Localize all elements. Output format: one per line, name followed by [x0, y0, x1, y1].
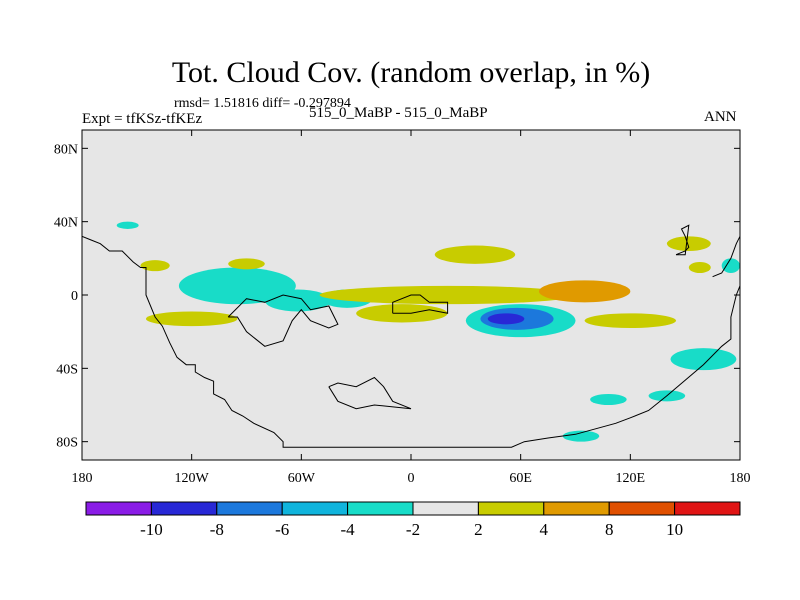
contour-east-pacific-positive	[140, 260, 170, 272]
coastline-0	[82, 235, 740, 448]
contour-eq-band-positive	[319, 285, 576, 305]
colorbar-label: 2	[474, 520, 483, 539]
colorbar-label: 8	[605, 520, 614, 539]
x-tick-label: 120E	[616, 471, 646, 486]
contour-west-pacific-positive-2	[688, 262, 711, 273]
stats-text: rmsd= 1.51816 diff= -0.297894	[174, 96, 351, 111]
x-tick-label: 120W	[175, 471, 210, 486]
y-tick-label: 80S	[56, 436, 78, 451]
chart-title: Tot. Cloud Cov. (random overlap, in %)	[171, 56, 651, 89]
colorbar-label: -10	[140, 520, 163, 539]
contour-indian-ocean-positive	[584, 313, 677, 328]
experiment-label: Expt = tfKSz-tfKEz	[82, 111, 203, 127]
contour-sw-pacific-negative	[670, 348, 737, 371]
colorbar-label: 10	[666, 520, 683, 539]
x-tick-label: 180	[730, 471, 751, 486]
colorbar-label: -8	[210, 520, 224, 539]
x-tick-label: 0	[408, 471, 415, 486]
colorbar-label: 4	[540, 520, 549, 539]
x-tick-label: 60W	[288, 471, 316, 486]
season-label: ANN	[704, 109, 737, 125]
colorbar-box	[281, 501, 349, 516]
coastline-5	[712, 236, 740, 278]
coastline-1	[227, 294, 339, 347]
coastline-layer	[82, 224, 740, 448]
colorbar-box	[543, 501, 610, 516]
x-tick-label: 60E	[509, 471, 532, 486]
contour-east-pacific-negative-tail	[264, 289, 331, 312]
colorbar-box	[347, 501, 414, 516]
colorbar-box	[608, 501, 676, 516]
contour-arabian-positive	[538, 280, 631, 303]
y-tick-label: 40N	[54, 216, 78, 231]
contour-south-ocean-negative	[590, 394, 627, 405]
contour-north-atlantic-positive	[434, 245, 516, 264]
contour-eq-south-positive	[145, 311, 238, 327]
y-tick-label: 80N	[54, 142, 78, 157]
colorbar-box	[674, 501, 741, 516]
contour-east-pacific-negative	[178, 267, 296, 305]
contour-west-pacific-negative	[721, 258, 740, 273]
colorbar-box	[412, 501, 479, 516]
colorbar-box	[85, 501, 152, 516]
coastline-4	[675, 224, 690, 256]
colorbar-box	[216, 501, 283, 516]
contour-antarctic-negative	[562, 430, 600, 442]
colorbar-box	[150, 501, 218, 516]
colorbar: -10 -8 -6 -4 -2 2 4 8 10	[85, 501, 741, 539]
colorbar-label: -6	[275, 520, 289, 539]
colorbar-label: -2	[406, 520, 420, 539]
colorbar-label: -4	[341, 520, 356, 539]
contour-mid-pacific-positive	[228, 258, 265, 270]
contour-west-pacific-positive	[666, 236, 711, 252]
y-tick-label: 0	[71, 289, 78, 304]
coastline-3	[328, 376, 412, 410]
y-tick-label: 40S	[56, 362, 78, 377]
axis-ticks: 180 120W 60W 0 60E 120E 180 80N 40N 0 40S 80S	[54, 130, 751, 486]
case-label: 515_0_MaBP - 515_0_MaBP	[309, 105, 488, 121]
colorbar-box	[477, 501, 545, 516]
contour-nw-pacific-negative	[116, 221, 139, 229]
x-tick-label: 180	[72, 471, 93, 486]
coastline-2	[392, 294, 449, 314]
contour-fill-layer	[116, 221, 740, 442]
contour-indian-ocean-negative-peak	[487, 313, 525, 325]
